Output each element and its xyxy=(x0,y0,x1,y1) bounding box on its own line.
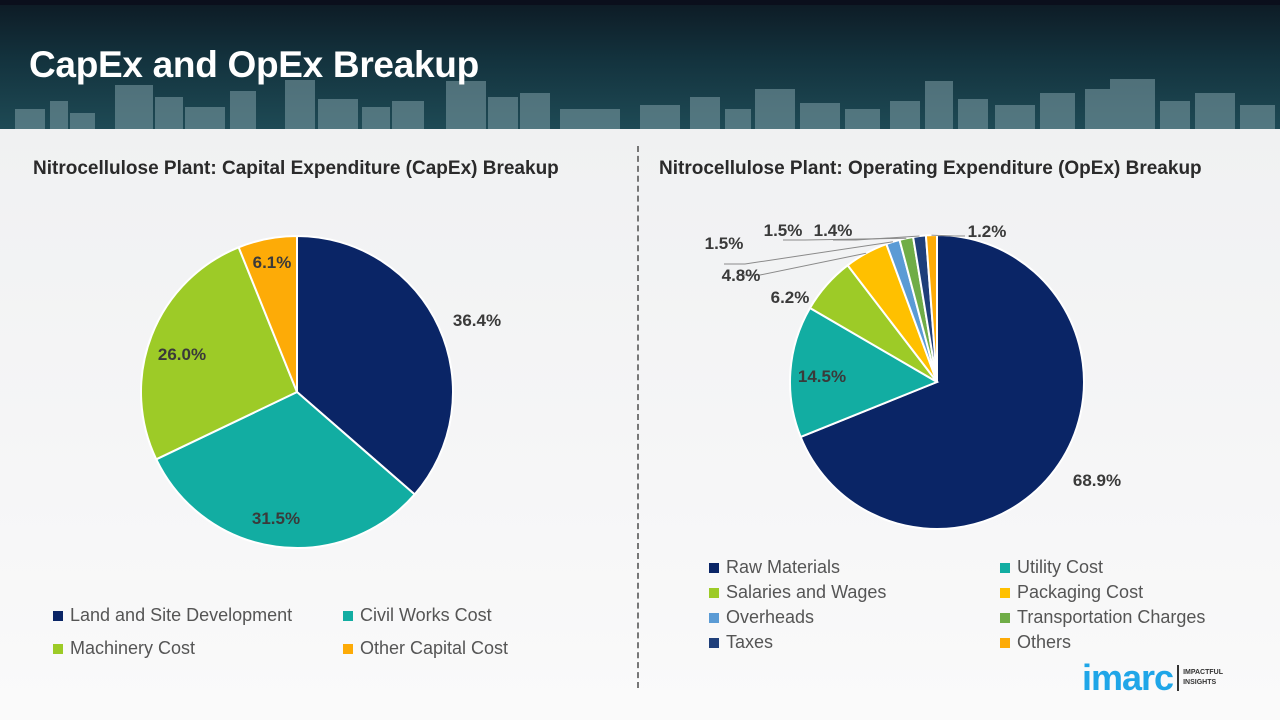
opex-legend-item: Others xyxy=(1000,632,1071,653)
legend-label: Land and Site Development xyxy=(70,605,293,625)
legend-label: Others xyxy=(1017,632,1072,652)
legend-swatch xyxy=(1000,612,1010,623)
leader-line xyxy=(931,234,965,237)
legend-swatch xyxy=(709,587,719,598)
capex-legend-item: Land and Site Development xyxy=(53,605,292,626)
opex-legend-item: Packaging Cost xyxy=(1000,582,1143,603)
legend-swatch xyxy=(53,610,63,621)
pie-slice-machinery-cost xyxy=(140,246,299,461)
header-banner: CapEx and OpEx Breakup xyxy=(0,0,1280,129)
legend-swatch xyxy=(1000,562,1010,573)
legend-label: Other Capital Cost xyxy=(360,638,509,658)
opex-chart-title: Nitrocellulose Plant: Operating Expendit… xyxy=(659,158,1202,179)
data-label: 6.2% xyxy=(771,288,810,307)
legend-label: Utility Cost xyxy=(1017,557,1104,577)
legend-label: Civil Works Cost xyxy=(360,605,492,625)
legend-label: Machinery Cost xyxy=(70,638,196,658)
opex-legend-item: Raw Materials xyxy=(709,557,840,578)
leader-line xyxy=(724,241,893,265)
legend-swatch xyxy=(343,643,353,654)
data-label: 1.5% xyxy=(764,221,803,240)
logo-tagline: IMPACTFUL INSIGHTS xyxy=(1183,668,1223,688)
data-label: 68.9% xyxy=(1073,471,1121,490)
pie-slice-raw-materials xyxy=(799,233,1085,530)
capex-legend-item: Other Capital Cost xyxy=(343,638,508,659)
data-label: 26.0% xyxy=(158,345,206,364)
data-label: 1.5% xyxy=(705,234,744,253)
legend-swatch xyxy=(1000,637,1010,648)
opex-legend-item: Salaries and Wages xyxy=(709,582,886,603)
opex-pie: 68.9% 14.5% 6.2% 4.8% 1.5% 1.5% 1.4% 1.2% xyxy=(705,221,1121,530)
data-label: 31.5% xyxy=(252,509,300,528)
chart-divider xyxy=(637,146,639,688)
legend-swatch xyxy=(1000,587,1010,598)
legend-label: Overheads xyxy=(726,607,815,627)
data-label: 4.8% xyxy=(722,266,761,285)
legend-swatch xyxy=(53,643,63,654)
data-label: 14.5% xyxy=(798,367,846,386)
header-top-strip xyxy=(0,0,1280,5)
legend-label: Taxes xyxy=(726,632,774,652)
leader-line xyxy=(741,252,867,276)
city-skyline-decoration xyxy=(15,79,1275,129)
opex-legend-item: Utility Cost xyxy=(1000,557,1103,578)
legend-label: Packaging Cost xyxy=(1017,582,1144,602)
legend-label: Transportation Charges xyxy=(1017,607,1206,627)
leader-line xyxy=(833,235,920,241)
logo-separator xyxy=(1177,665,1180,691)
pie-slice-other-capital-cost xyxy=(237,234,298,393)
data-label: 1.2% xyxy=(968,222,1007,241)
data-label: 6.1% xyxy=(253,253,292,272)
opex-legend-item: Taxes xyxy=(709,632,773,653)
legend-label: Raw Materials xyxy=(726,557,841,577)
page-title: CapEx and OpEx Breakup xyxy=(29,44,479,85)
capex-chart-title: Nitrocellulose Plant: Capital Expenditur… xyxy=(33,158,559,179)
logo-tagline-line-2: INSIGHTS xyxy=(1183,679,1217,686)
opex-legend-item: Overheads xyxy=(709,607,814,628)
opex-legend-item: Transportation Charges xyxy=(1000,607,1205,628)
pie-slice-land-and-site-development xyxy=(296,234,454,496)
logo-tagline-line-1: IMPACTFUL xyxy=(1183,669,1223,676)
capex-legend-item: Civil Works Cost xyxy=(343,605,492,626)
capex-pie: 36.4% 31.5% 26.0% 6.1% xyxy=(140,234,501,549)
pie-slice-civil-works-cost xyxy=(154,390,417,549)
pie-slice-utility-cost xyxy=(789,306,940,439)
imarc-logo: imarc IMPACTFUL INSIGHTS xyxy=(1082,660,1223,696)
data-label: 1.4% xyxy=(814,221,853,240)
logo-brand: imarc xyxy=(1082,657,1174,698)
legend-swatch xyxy=(709,612,719,623)
data-label: 36.4% xyxy=(453,311,501,330)
legend-label: Salaries and Wages xyxy=(726,582,887,602)
legend-swatch xyxy=(709,562,719,573)
capex-legend-item: Machinery Cost xyxy=(53,638,195,659)
legend-swatch xyxy=(343,610,353,621)
legend-swatch xyxy=(709,637,719,648)
